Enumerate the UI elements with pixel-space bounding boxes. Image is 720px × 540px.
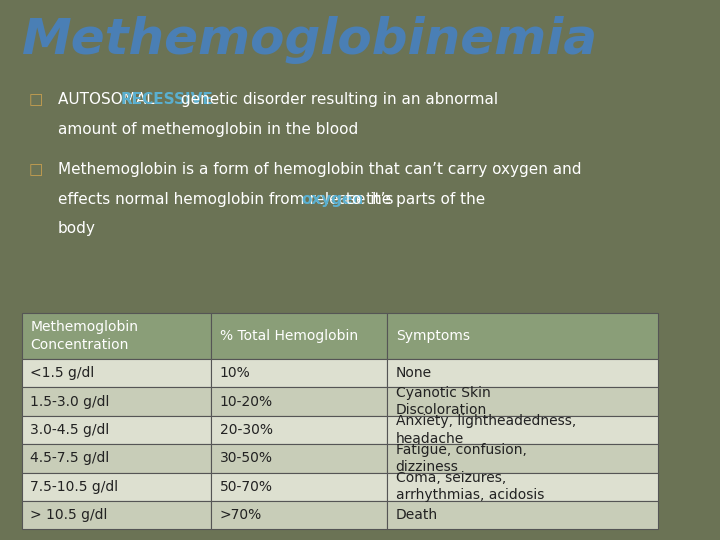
Text: % Total Hemoglobin: % Total Hemoglobin bbox=[220, 329, 358, 343]
FancyBboxPatch shape bbox=[387, 444, 658, 472]
Text: 4.5-7.5 g/dl: 4.5-7.5 g/dl bbox=[30, 451, 109, 465]
Text: >70%: >70% bbox=[220, 508, 262, 522]
Text: Cyanotic Skin
Discoloration: Cyanotic Skin Discoloration bbox=[396, 386, 490, 417]
FancyBboxPatch shape bbox=[22, 501, 211, 529]
FancyBboxPatch shape bbox=[211, 313, 387, 359]
FancyBboxPatch shape bbox=[22, 416, 211, 444]
Text: genetic disorder resulting in an abnormal: genetic disorder resulting in an abnorma… bbox=[176, 92, 498, 107]
Text: body: body bbox=[58, 221, 96, 237]
Text: oxygen: oxygen bbox=[301, 192, 363, 207]
Text: to the parts of the: to the parts of the bbox=[341, 192, 485, 207]
Text: amount of methemoglobin in the blood: amount of methemoglobin in the blood bbox=[58, 122, 358, 137]
FancyBboxPatch shape bbox=[211, 472, 387, 501]
FancyBboxPatch shape bbox=[387, 501, 658, 529]
Text: RECESSIVE: RECESSIVE bbox=[120, 92, 213, 107]
Text: 3.0-4.5 g/dl: 3.0-4.5 g/dl bbox=[30, 423, 109, 437]
FancyBboxPatch shape bbox=[211, 501, 387, 529]
Text: 10-20%: 10-20% bbox=[220, 395, 273, 409]
FancyBboxPatch shape bbox=[211, 388, 387, 416]
Text: Symptoms: Symptoms bbox=[396, 329, 469, 343]
Text: Death: Death bbox=[396, 508, 438, 522]
FancyBboxPatch shape bbox=[387, 416, 658, 444]
Text: 7.5-10.5 g/dl: 7.5-10.5 g/dl bbox=[30, 480, 118, 494]
Text: 30-50%: 30-50% bbox=[220, 451, 273, 465]
FancyBboxPatch shape bbox=[22, 444, 211, 472]
FancyBboxPatch shape bbox=[22, 388, 211, 416]
Text: AUTOSOMAL: AUTOSOMAL bbox=[58, 92, 159, 107]
FancyBboxPatch shape bbox=[387, 388, 658, 416]
FancyBboxPatch shape bbox=[387, 359, 658, 388]
Text: Fatigue, confusion,
dizziness: Fatigue, confusion, dizziness bbox=[396, 443, 526, 474]
Text: Methemoglobin is a form of hemoglobin that can’t carry oxygen and: Methemoglobin is a form of hemoglobin th… bbox=[58, 162, 581, 177]
Text: 10%: 10% bbox=[220, 366, 251, 380]
Text: Coma, seizures,
arrhythmias, acidosis: Coma, seizures, arrhythmias, acidosis bbox=[396, 471, 544, 502]
FancyBboxPatch shape bbox=[387, 472, 658, 501]
Text: 20-30%: 20-30% bbox=[220, 423, 273, 437]
Text: Methemoglobin
Concentration: Methemoglobin Concentration bbox=[30, 321, 138, 352]
Text: effects normal hemoglobin from release it’s: effects normal hemoglobin from release i… bbox=[58, 192, 398, 207]
FancyBboxPatch shape bbox=[211, 416, 387, 444]
Text: 50-70%: 50-70% bbox=[220, 480, 273, 494]
Text: None: None bbox=[396, 366, 432, 380]
Text: <1.5 g/dl: <1.5 g/dl bbox=[30, 366, 94, 380]
FancyBboxPatch shape bbox=[22, 472, 211, 501]
Text: 1.5-3.0 g/dl: 1.5-3.0 g/dl bbox=[30, 395, 109, 409]
Text: > 10.5 g/dl: > 10.5 g/dl bbox=[30, 508, 107, 522]
FancyBboxPatch shape bbox=[22, 359, 211, 388]
Text: □: □ bbox=[29, 162, 43, 177]
FancyBboxPatch shape bbox=[22, 313, 211, 359]
FancyBboxPatch shape bbox=[211, 359, 387, 388]
FancyBboxPatch shape bbox=[387, 313, 658, 359]
FancyBboxPatch shape bbox=[211, 444, 387, 472]
Text: Anxiety, lightheadedness,
headache: Anxiety, lightheadedness, headache bbox=[396, 414, 576, 446]
Text: □: □ bbox=[29, 92, 43, 107]
Text: Methemoglobinemia: Methemoglobinemia bbox=[22, 16, 598, 64]
